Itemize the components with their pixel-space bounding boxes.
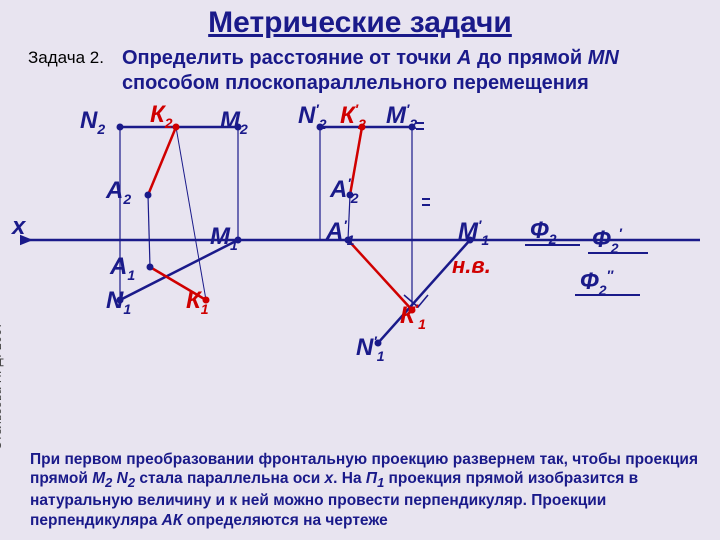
author-vertical: Стельзова Н. Д. 2007 <box>0 321 4 450</box>
lbl-F2pp: Ф2″ <box>580 267 613 298</box>
lbl-Kp2: К′2 <box>340 101 366 132</box>
lbl-nv: н.в. <box>452 253 491 279</box>
lbl-Np2: N′2 <box>298 101 327 132</box>
lbl-Mp1: M′1 <box>458 217 489 248</box>
lbl-Np1: N′1 <box>356 333 385 364</box>
lbl-N1: N1 <box>106 287 131 317</box>
lbl-F2: Ф2 <box>530 217 557 247</box>
lbl-x: x <box>12 213 25 241</box>
lbl-Ap1: A′1 <box>326 217 355 248</box>
lbl-A1: A1 <box>110 253 135 283</box>
c2: M2 <box>92 470 112 487</box>
lbl-M1: M1 <box>210 223 238 253</box>
c10: определяются на чертеже <box>182 512 387 529</box>
c5: x <box>325 470 334 487</box>
task-row: Задача 2. Определить расстояние от точки… <box>28 46 702 96</box>
t1d: MN <box>588 47 619 69</box>
t1a: Определить расстояние от точки <box>122 47 457 69</box>
lbl-M2: M2 <box>220 107 248 137</box>
c6: . На <box>333 470 366 487</box>
task-text: Определить расстояние от точки А до прям… <box>122 46 619 96</box>
lbl-N2: N2 <box>80 107 105 137</box>
c9: АК <box>162 512 183 529</box>
c7: П1 <box>366 470 384 487</box>
t1b: А <box>457 47 471 69</box>
lbl-Ap2: A′2 <box>330 175 359 206</box>
lbl-K1: К1 <box>186 287 209 317</box>
lbl-K2: К2 <box>150 101 173 131</box>
t2: способом плоскопараллельного перемещения <box>122 72 589 94</box>
task-label: Задача 2. <box>28 48 104 68</box>
diagram: N2 К2 M2 A2 x A1 N1 M1 К1 N′2 К′2 M′2 A′… <box>20 105 700 395</box>
lbl-F2p: Ф2′ <box>592 225 622 256</box>
lbl-A2: A2 <box>106 177 131 207</box>
lbl-Kp1: К′1 <box>400 301 426 332</box>
page-title: Метрические задачи <box>0 0 720 40</box>
lbl-Mp2: M′2 <box>386 101 417 132</box>
c3: N2 <box>117 470 135 487</box>
t1c: до прямой <box>471 47 587 69</box>
caption: При первом преобразовании фронтальную пр… <box>30 450 702 530</box>
c4: стала параллельна оси <box>135 470 324 487</box>
